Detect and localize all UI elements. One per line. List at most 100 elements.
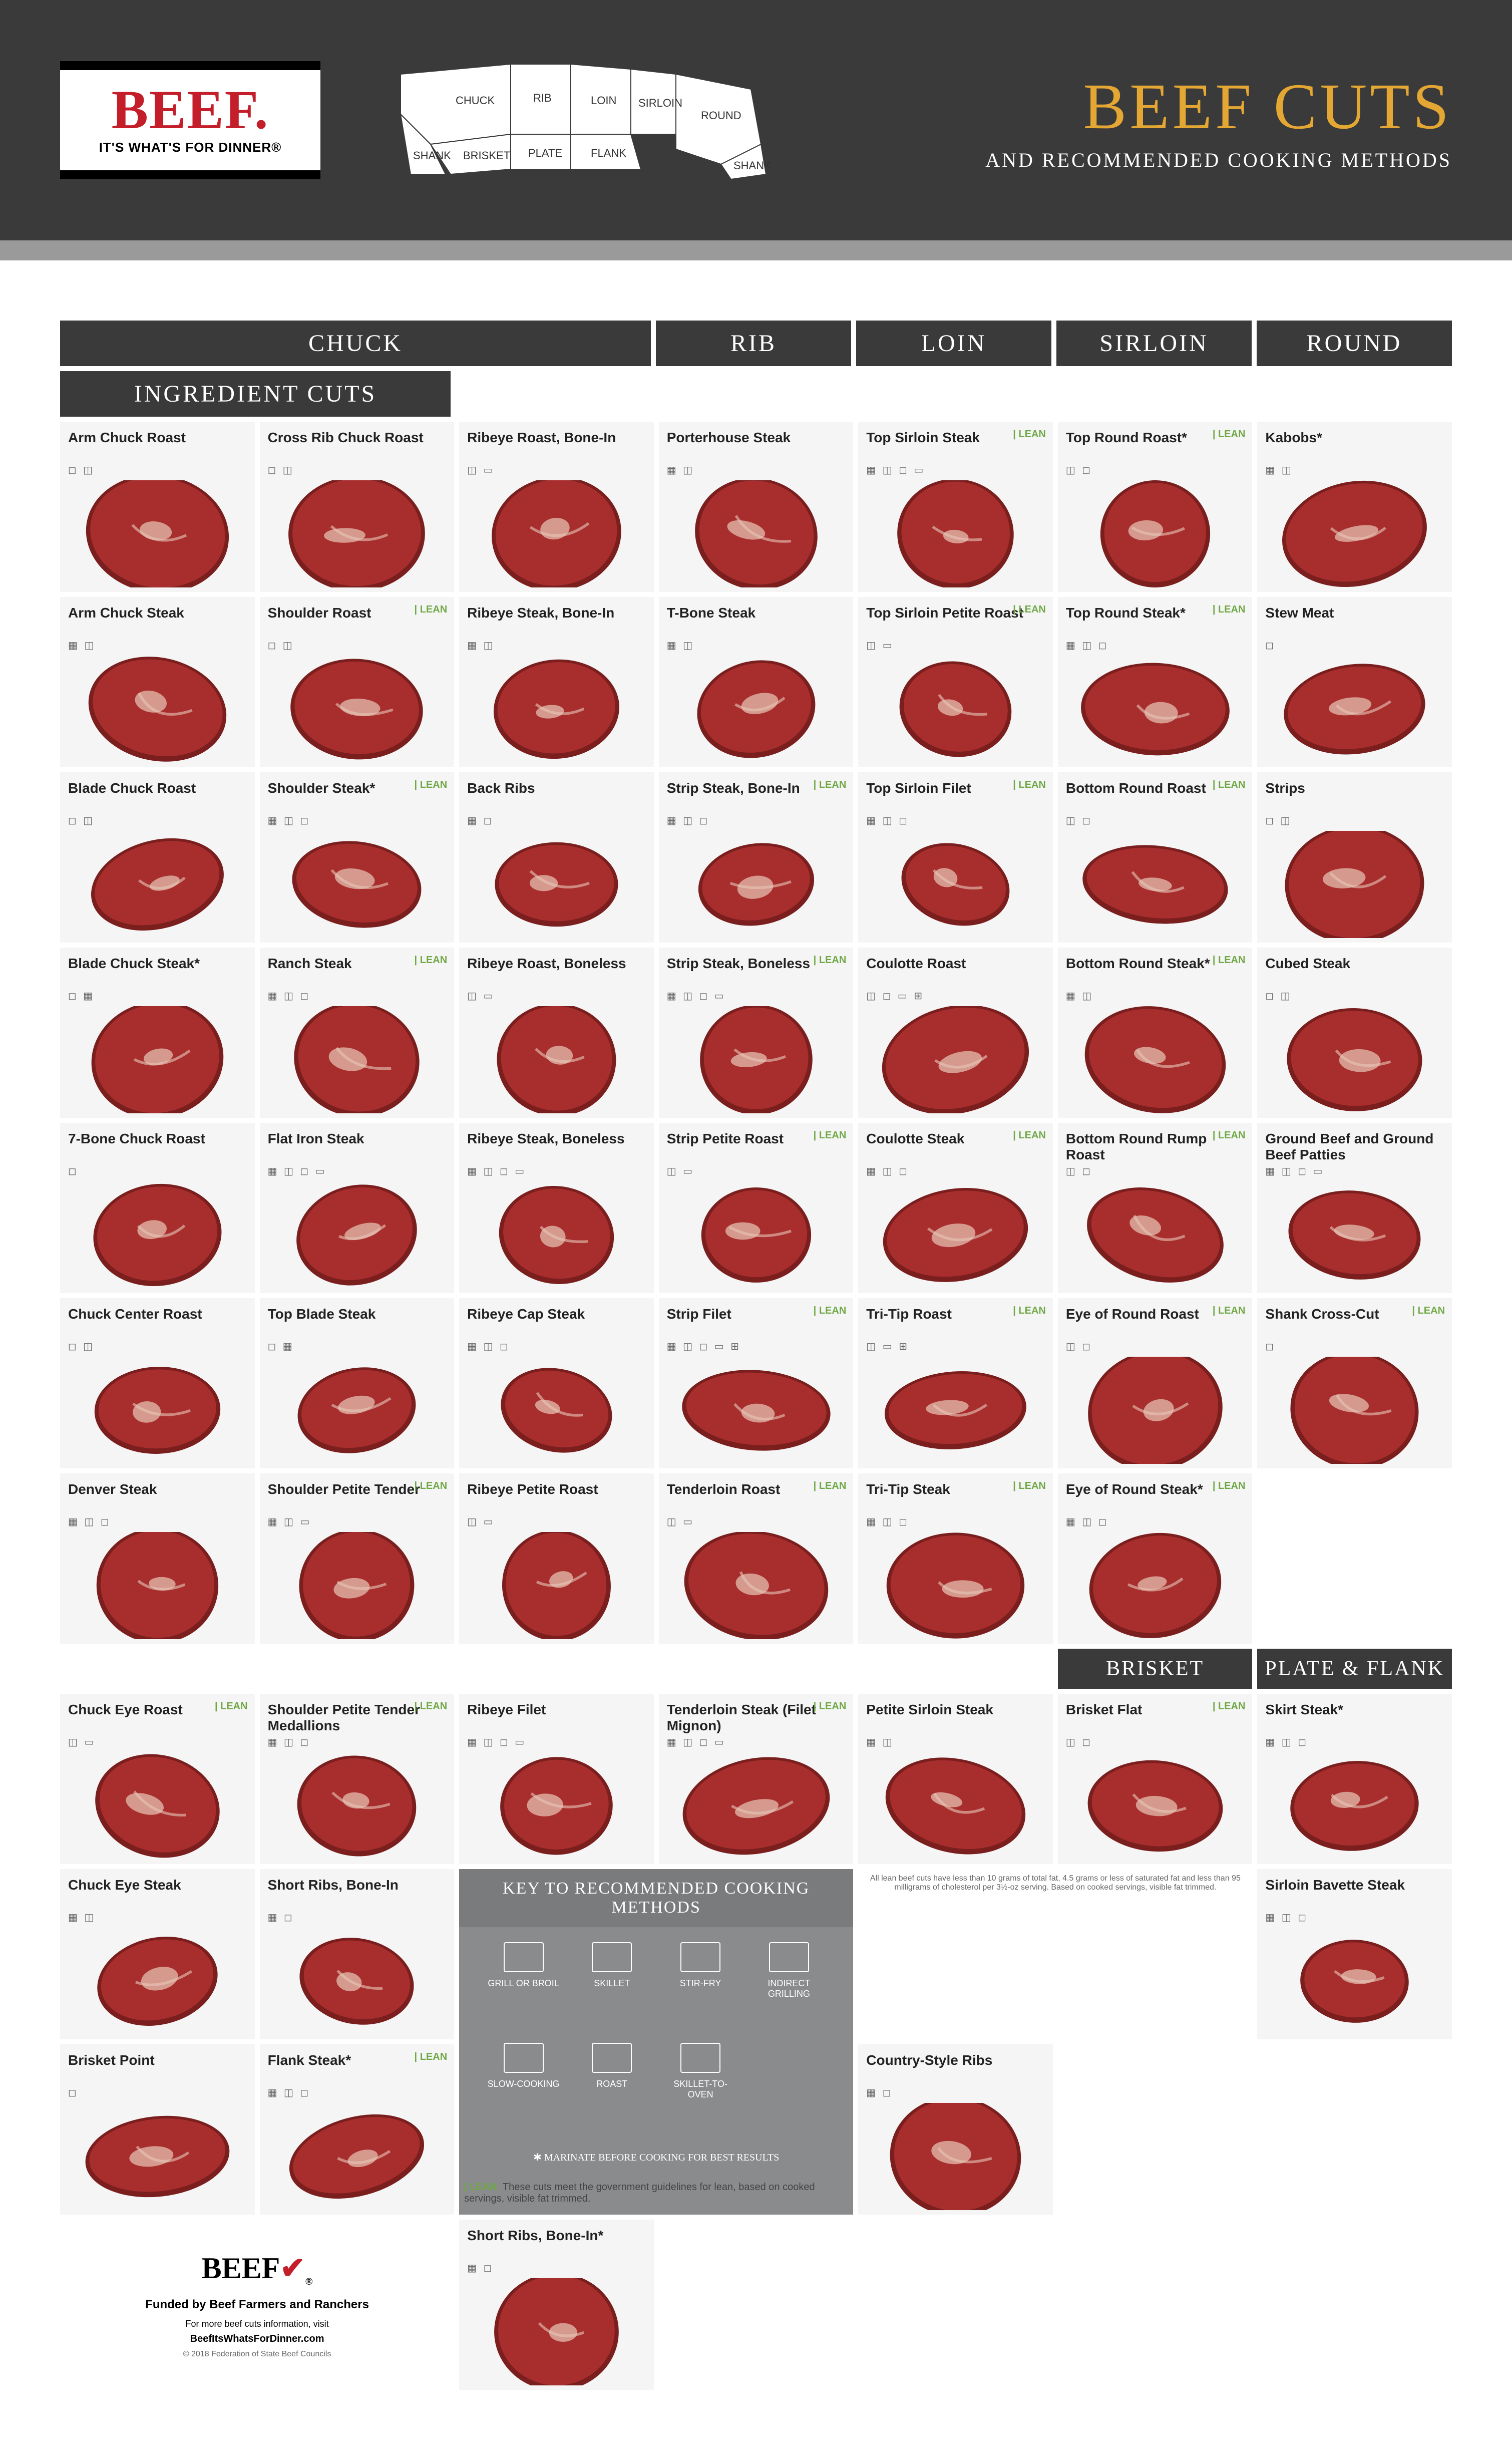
cooking-method-icons: ◻: [1265, 1340, 1444, 1353]
empty-cell: [1257, 1473, 1452, 1644]
cut-image: [268, 1928, 447, 2035]
cut-name: Top Blade Steak: [268, 1306, 447, 1338]
cut-name: Ribeye Roast, Boneless: [467, 956, 646, 988]
cut-name: Chuck Eye Steak: [68, 1877, 247, 1909]
cut-image: [1265, 1357, 1444, 1464]
cut-name: Porterhouse Steak: [667, 430, 846, 462]
lean-badge: LEAN: [1013, 604, 1046, 616]
cut-image: [268, 2103, 447, 2210]
content-area: CHUCK RIB LOIN SIRLOIN ROUND INGREDIENT …: [0, 260, 1512, 2450]
cut-name: Cubed Steak: [1265, 956, 1444, 988]
lean-badge: LEAN: [415, 955, 448, 966]
cut-card: LEAN Strip Steak, Boneless ▦ ◫ ◻ ▭: [659, 948, 854, 1118]
cut-card: Back Ribs ▦ ◻: [459, 772, 654, 943]
funded-text: Funded by Beef Farmers and Ranchers: [145, 2298, 369, 2312]
cut-card: LEAN Brisket Flat ◫ ◻: [1058, 1694, 1253, 1864]
cut-name: Cross Rib Chuck Roast: [268, 430, 447, 462]
cooking-method-icons: ◫ ◻: [1066, 1165, 1245, 1177]
page-title: BEEF CUTS: [985, 69, 1452, 144]
cuts-grid: Arm Chuck Roast ◻ ◫ Cross Rib Chuck Roas…: [60, 422, 1452, 2390]
cooking-method-icons: ◻ ◫: [68, 1340, 247, 1353]
cut-card: LEAN Shoulder Roast ◻ ◫: [260, 597, 455, 767]
cooking-methods-key: KEY TO RECOMMENDED COOKING METHODS GRILL…: [459, 1869, 853, 2215]
cut-card: LEAN Tri-Tip Roast ◫ ▭ ⊞: [858, 1298, 1053, 1468]
cut-name: Blade Chuck Steak*: [68, 956, 247, 988]
key-item-label: SKILLET: [594, 1978, 630, 1989]
cut-name: Skirt Steak*: [1265, 1702, 1444, 1734]
cut-image: [1265, 480, 1444, 587]
cut-image: [667, 1357, 846, 1464]
cooking-method-icons: ◫ ▭: [467, 990, 646, 1002]
cut-image: [1265, 1181, 1444, 1289]
cut-card: Chuck Eye Steak ▦ ◫: [60, 1869, 255, 2039]
cooking-method-icons: ▦ ◻: [268, 1911, 447, 1924]
cooking-method-icons: ▦ ◫ ◻: [268, 814, 447, 827]
cut-name: Ribeye Petite Roast: [467, 1481, 646, 1513]
cooking-method-icons: ◫ ▭ ⊞: [866, 1340, 1045, 1353]
cooking-method-icon: [504, 1942, 544, 1972]
cut-card: Cross Rib Chuck Roast ◻ ◫: [260, 422, 455, 592]
cooking-method-icons: ◫ ◻ ▭ ⊞: [866, 990, 1045, 1002]
cooking-method-icons: ▦ ◫ ◻: [1265, 1736, 1444, 1748]
cut-image: [68, 831, 247, 938]
cooking-method-icons: ◻ ▦: [68, 990, 247, 1002]
lean-badge: LEAN: [415, 779, 448, 791]
cut-image: [68, 1181, 247, 1289]
cut-card: Coulotte Roast ◫ ◻ ▭ ⊞: [858, 948, 1053, 1118]
section-sirloin: SIRLOIN: [1056, 321, 1252, 366]
cut-card: Ribeye Filet ▦ ◫ ◻ ▭: [459, 1694, 654, 1864]
cut-card: Country-Style Ribs ▦ ◻: [858, 2044, 1053, 2215]
cut-name: Brisket Point: [68, 2052, 247, 2084]
cut-name: Ribeye Steak, Bone-In: [467, 605, 646, 637]
cooking-method-icons: ◫ ▭: [667, 1165, 846, 1177]
lean-badge: LEAN: [1013, 1305, 1046, 1317]
cut-card: Arm Chuck Roast ◻ ◫: [60, 422, 255, 592]
cow-region-loin: LOIN: [591, 94, 616, 107]
footer-info: For more beef cuts information, visit: [186, 2319, 329, 2329]
cooking-method-icons: ▦ ◫ ◻: [68, 1515, 247, 1528]
cooking-method-icon: [592, 1942, 632, 1972]
cut-image: [667, 1181, 846, 1289]
cut-name: Country-Style Ribs: [866, 2052, 1045, 2084]
cut-image: [1265, 1752, 1444, 1860]
cut-image: [68, 2103, 247, 2210]
cut-name: Strips: [1265, 780, 1444, 812]
key-item-label: ROAST: [596, 2079, 627, 2089]
cut-image: [467, 1006, 646, 1113]
cut-image: [68, 656, 247, 763]
cut-card: LEAN Strip Petite Roast ◫ ▭: [659, 1123, 854, 1293]
cooking-method-icons: ▦ ◫: [1066, 990, 1245, 1002]
cooking-method-icons: ◫ ▭: [68, 1736, 247, 1748]
lean-badge: LEAN: [814, 1305, 847, 1317]
lean-badge: LEAN: [1213, 1305, 1246, 1317]
page-title-block: BEEF CUTS AND RECOMMENDED COOKING METHOD…: [985, 69, 1452, 172]
cut-name: Coulotte Roast: [866, 956, 1045, 988]
empty-cell: [1058, 2044, 1253, 2215]
cut-image: [866, 1181, 1045, 1289]
cut-card: Kabobs* ▦ ◫: [1257, 422, 1452, 592]
cooking-method-icons: ◻ ◫: [1265, 814, 1444, 827]
key-item-label: GRILL OR BROIL: [488, 1978, 559, 1989]
key-item-label: INDIRECT GRILLING: [749, 1978, 828, 1999]
lean-badge: LEAN: [1013, 429, 1046, 440]
section-chuck: CHUCK: [60, 321, 651, 366]
cooking-method-icons: ▦ ◫ ◻: [268, 1736, 447, 1748]
cut-card: LEAN Eye of Round Steak* ▦ ◫ ◻: [1058, 1473, 1253, 1644]
cooking-method-icons: ▦ ◫ ◻ ▭ ⊞: [667, 1340, 846, 1353]
cut-card: LEAN Tri-Tip Steak ▦ ◫ ◻: [858, 1473, 1053, 1644]
cut-image: [1066, 1532, 1245, 1639]
cooking-method-icons: ▦ ◫ ◻ ▭: [467, 1736, 646, 1748]
spacer: [260, 1649, 455, 1689]
cooking-method-icon: [592, 2043, 632, 2073]
cow-region-round: ROUND: [701, 109, 741, 122]
cut-name: Blade Chuck Roast: [68, 780, 247, 812]
section-round: ROUND: [1257, 321, 1452, 366]
cut-name: Denver Steak: [68, 1481, 247, 1513]
cut-card: LEAN Strip Steak, Bone-In ▦ ◫ ◻: [659, 772, 854, 943]
cut-image: [467, 1181, 646, 1289]
cut-card: Ribeye Roast, Bone-In ◫ ▭: [459, 422, 654, 592]
cut-name: Stew Meat: [1265, 605, 1444, 637]
cut-image: [1066, 1006, 1245, 1113]
cut-name: Petite Sirloin Steak: [866, 1702, 1045, 1734]
cut-card: Ribeye Petite Roast ◫ ▭: [459, 1473, 654, 1644]
